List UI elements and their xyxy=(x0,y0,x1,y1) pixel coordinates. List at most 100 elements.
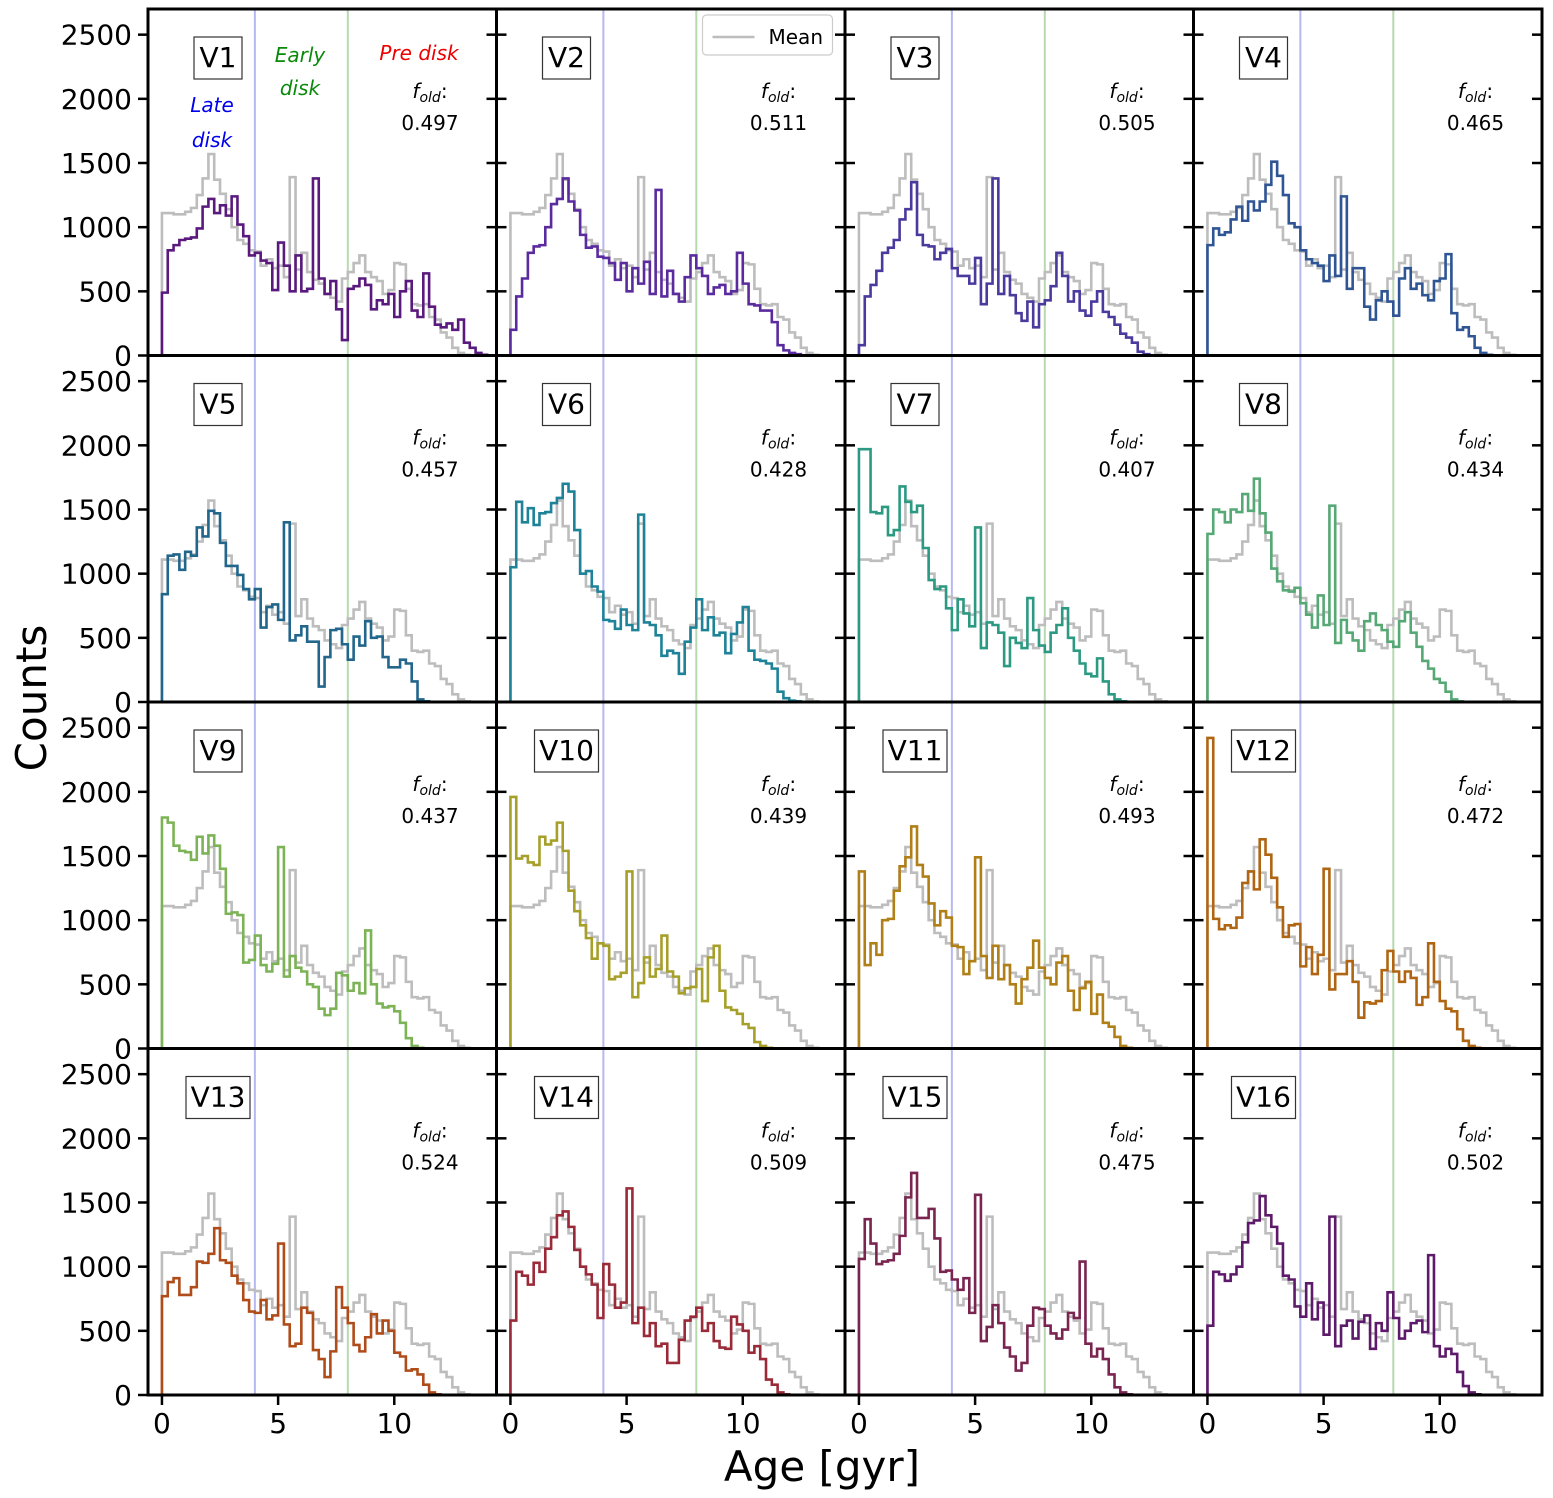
panel-name-box xyxy=(533,1075,600,1120)
panel-name: V14 xyxy=(539,1081,594,1114)
panel-v9: 0 500 1000 1500 2000 2500 V9 fold: 0.437 xyxy=(61,700,498,1066)
panel-v3: V3 fold: 0.505 xyxy=(843,7,1195,357)
late-disk-label: disk xyxy=(192,128,234,152)
early-disk-label: Early xyxy=(275,43,327,67)
y-tick-label: 0 xyxy=(114,1379,132,1412)
histogram-v12 xyxy=(1206,736,1482,1049)
fold-label: fold: xyxy=(1458,772,1493,799)
y-tick-label: 500 xyxy=(79,1315,132,1348)
panel-v5: 0 500 1000 1500 2000 2500 V5 fold: 0.457 xyxy=(61,354,498,719)
panel-v12: V12 fold: 0.472 xyxy=(1192,700,1544,1050)
mean-histogram xyxy=(160,845,472,1049)
panel-v1: 0 500 1000 1500 2000 2500 V1 fold: 0.497 Late disk… xyxy=(61,7,498,373)
mean-histogram xyxy=(160,152,472,356)
panel-name: V5 xyxy=(200,388,237,421)
pre-disk-label: Pre disk xyxy=(379,41,460,65)
panel-name-box xyxy=(882,1075,948,1120)
fold-value: 0.457 xyxy=(401,458,458,482)
panel-name: V11 xyxy=(888,734,943,767)
mean-histogram xyxy=(857,1192,1169,1395)
fold-value: 0.407 xyxy=(1098,458,1155,482)
legend-box xyxy=(701,14,834,56)
histogram-v9 xyxy=(160,816,425,1049)
panel-name: V6 xyxy=(548,388,585,421)
panel-v16: 0 5 10 V16 fold: 0.502 xyxy=(1192,1047,1544,1440)
y-tick-label: 500 xyxy=(79,968,132,1001)
y-axis-label: Counts xyxy=(7,625,56,772)
histogram-v11 xyxy=(857,825,1134,1049)
histogram-v16 xyxy=(1206,1194,1482,1395)
histogram-v10 xyxy=(509,795,774,1049)
x-axis-label: Age [gyr] xyxy=(724,1442,920,1491)
mean-histogram xyxy=(1206,845,1517,1049)
panel-name-box xyxy=(1230,729,1297,773)
panel-name-box xyxy=(541,382,592,427)
mean-histogram xyxy=(1206,499,1517,702)
x-tick-label: 10 xyxy=(1422,1407,1458,1440)
panel-name-box xyxy=(193,36,243,80)
fold-value: 0.511 xyxy=(750,111,807,135)
panel-name-box xyxy=(193,382,243,427)
panel-name-box xyxy=(882,729,948,773)
mean-histogram xyxy=(857,152,1169,356)
histogram-v3 xyxy=(857,177,1151,356)
fold-value: 0.505 xyxy=(1098,111,1155,135)
y-tick-label: 1000 xyxy=(61,1251,132,1284)
panel-name: V7 xyxy=(897,388,934,421)
fold-label: fold: xyxy=(412,772,447,799)
panel-name: V1 xyxy=(200,41,237,74)
early-disk-label: disk xyxy=(280,76,322,100)
y-tick-label: 1500 xyxy=(61,494,132,527)
fold-label: fold: xyxy=(761,772,796,799)
fold-value: 0.497 xyxy=(401,111,458,135)
fold-label: fold: xyxy=(761,1119,796,1146)
x-tick-label: 5 xyxy=(618,1407,636,1440)
panel-name: V2 xyxy=(548,41,585,74)
panel-name: V12 xyxy=(1236,734,1291,767)
y-tick-label: 1500 xyxy=(61,1187,132,1220)
y-tick-label: 1000 xyxy=(61,904,132,937)
y-tick-label: 2500 xyxy=(61,365,132,398)
panel-v6: V6 fold: 0.428 xyxy=(495,354,847,704)
panel-v7: V7 fold: 0.407 xyxy=(843,354,1195,704)
x-tick-label: 5 xyxy=(1315,1407,1333,1440)
fold-value: 0.509 xyxy=(750,1151,807,1175)
mean-histogram xyxy=(1206,152,1517,356)
histogram-v4 xyxy=(1206,160,1494,356)
x-tick-label: 0 xyxy=(850,1407,868,1440)
histogram-v14 xyxy=(509,1187,791,1395)
fold-value: 0.428 xyxy=(750,458,807,482)
x-tick-label: 0 xyxy=(153,1407,171,1440)
y-tick-label: 2500 xyxy=(61,19,132,52)
histogram-v2 xyxy=(509,177,803,356)
fold-value: 0.465 xyxy=(1447,111,1504,135)
y-tick-label: 2000 xyxy=(61,1122,132,1155)
panel-v2: V2 fold: 0.511 Mean xyxy=(495,7,847,357)
mean-histogram xyxy=(509,499,820,702)
panel-name: V10 xyxy=(539,734,594,767)
y-tick-label: 2000 xyxy=(61,776,132,809)
y-tick-label: 500 xyxy=(79,275,132,308)
y-tick-label: 0 xyxy=(114,686,132,719)
panel-frame xyxy=(1192,1047,1544,1397)
x-tick-label: 10 xyxy=(725,1407,761,1440)
y-tick-label: 1500 xyxy=(61,840,132,873)
y-tick-label: 1000 xyxy=(61,558,132,591)
y-tick-label: 2500 xyxy=(61,1058,132,1091)
y-tick-label: 1000 xyxy=(61,211,132,244)
fold-value: 0.502 xyxy=(1447,1151,1504,1175)
y-tick-label: 2000 xyxy=(61,429,132,462)
panel-name: V15 xyxy=(888,1081,943,1114)
histogram-v8 xyxy=(1206,477,1465,702)
panel-v13: 0 500 1000 1500 2000 2500 0 5 10 V13 fold: 0.524 xyxy=(61,1047,498,1440)
panel-v15: 0 5 10 V15 fold: 0.475 xyxy=(843,1047,1195,1440)
fold-label: fold: xyxy=(761,426,796,453)
x-tick-label: 10 xyxy=(376,1407,412,1440)
y-tick-label: 2000 xyxy=(61,83,132,116)
panel-name-box xyxy=(533,729,600,773)
panel-name: V16 xyxy=(1236,1081,1291,1114)
fold-value: 0.475 xyxy=(1098,1151,1155,1175)
panel-name: V9 xyxy=(200,734,237,767)
fold-value: 0.472 xyxy=(1447,804,1504,828)
fold-label: fold: xyxy=(1109,79,1144,106)
